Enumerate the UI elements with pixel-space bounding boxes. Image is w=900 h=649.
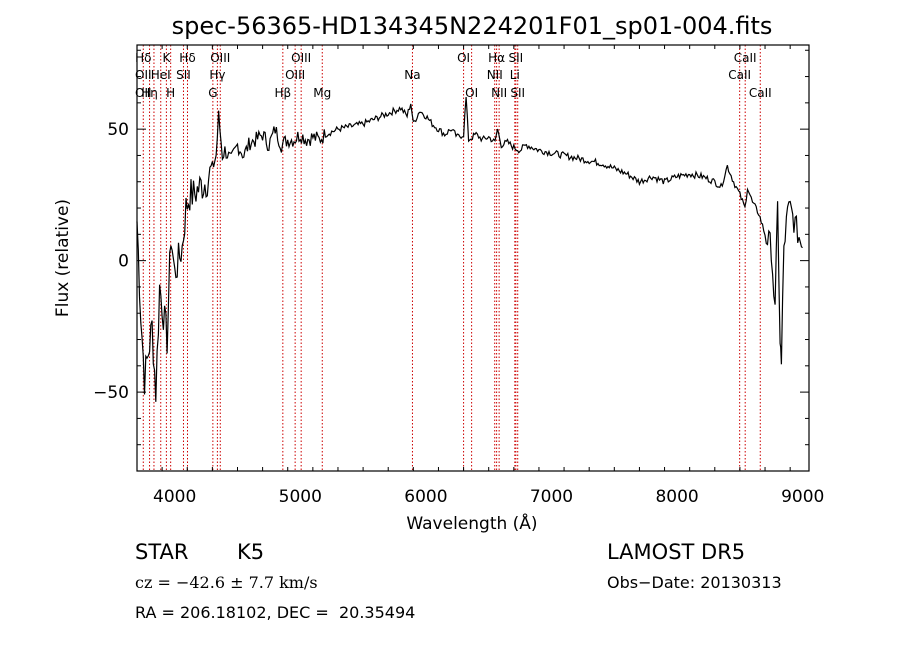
line-label: NII (491, 86, 507, 100)
line-label: Hγ (209, 68, 225, 82)
coordinates: RA = 206.18102, DEC = 20.35494 (135, 603, 416, 622)
x-tick-label: 7000 (530, 487, 573, 507)
y-axis-label: Flux (relative) (53, 199, 73, 317)
emission-lines (142, 45, 761, 471)
line-label: Hδ (135, 51, 151, 65)
line-label: CaII (734, 51, 757, 65)
chart-title: spec-56365-HD134345N224201F01_sp01-004.f… (172, 12, 773, 40)
line-label: OII (135, 68, 152, 82)
x-tick-label: 8000 (655, 487, 698, 507)
line-label: G (208, 86, 217, 100)
x-axis: 4000 5000 6000 7000 8000 9000 (136, 45, 824, 507)
line-label: Hα (488, 51, 505, 65)
x-axis-label: Wavelength (Å) (406, 512, 537, 534)
line-label: OI (465, 86, 478, 100)
line-label: Li (510, 68, 520, 82)
survey-name: LAMOST DR5 (607, 540, 746, 564)
y-tick-label: −50 (93, 383, 129, 403)
line-label: Mg (313, 86, 331, 100)
line-label: OI (457, 51, 470, 65)
redshift-readout: cz = −42.6 ± 7.7 km/s (135, 573, 318, 592)
line-label: HeI (151, 68, 171, 82)
line-labels: HδOIIOIIHηHeIKHSIIHδGHγOIIIHβOIIIOIIIMgN… (135, 51, 772, 100)
line-label: Hη (141, 86, 158, 100)
line-label: H (166, 86, 175, 100)
line-label: OIII (210, 51, 230, 65)
x-tick-label: 9000 (781, 487, 824, 507)
y-axis: −50 0 50 (93, 49, 809, 472)
line-label: OII (135, 86, 152, 100)
line-label: SII (176, 68, 191, 82)
line-label: CaII (749, 86, 772, 100)
line-label: Na (404, 68, 420, 82)
x-tick-label: 5000 (279, 487, 322, 507)
y-tick-label: 0 (118, 252, 129, 272)
spectrum-series-line (136, 96, 803, 402)
x-tick-label: 6000 (404, 487, 447, 507)
line-label: SII (510, 86, 525, 100)
line-label: Hδ (179, 51, 195, 65)
line-label: OIII (291, 51, 311, 65)
plot-frame (136, 44, 810, 472)
line-label: Hβ (274, 86, 291, 100)
line-label: NII (487, 68, 503, 82)
object-subclass: K5 (237, 540, 265, 564)
line-label: SII (508, 51, 523, 65)
line-label: K (162, 51, 171, 65)
x-tick-label: 4000 (153, 487, 196, 507)
line-label: OIII (285, 68, 305, 82)
line-label: CaII (728, 68, 751, 82)
y-tick-label: 50 (107, 120, 129, 140)
obs-date: Obs−Date: 20130313 (607, 573, 782, 592)
object-class: STAR (135, 540, 189, 564)
